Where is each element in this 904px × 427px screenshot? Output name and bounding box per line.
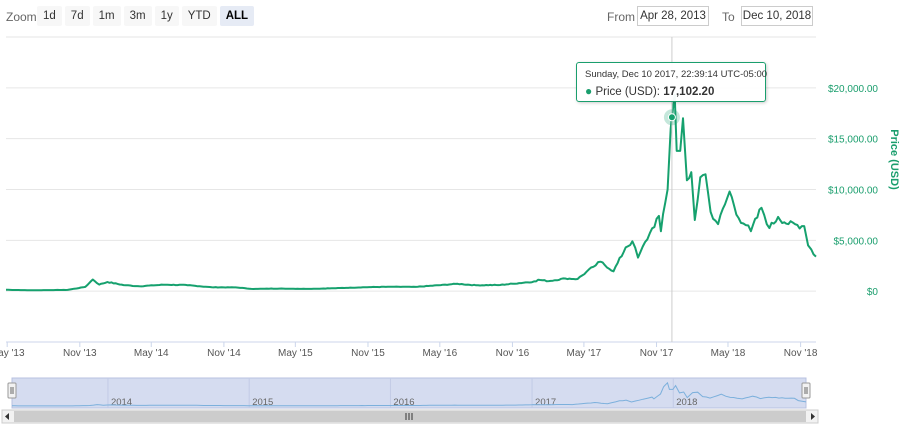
x-tick-label: Nov '16 [496, 348, 530, 359]
zoom-button-3m[interactable]: 3m [123, 6, 152, 26]
x-tick-label: Nov '13 [63, 348, 97, 359]
navigator-year-label: 2016 [393, 397, 414, 408]
y-tick-label: $5,000.00 [834, 236, 879, 247]
zoom-button-1m[interactable]: 1m [92, 6, 121, 26]
to-date-input[interactable] [741, 6, 813, 26]
navigator-year-label: 2015 [252, 397, 273, 408]
zoom-buttons: 1d 7d 1m 3m 1y YTD ALL [37, 6, 257, 26]
zoom-button-all[interactable]: ALL [219, 6, 255, 26]
x-tick-label: May '17 [567, 348, 602, 359]
x-tick-label: May '15 [278, 348, 313, 359]
price-series-line [6, 93, 817, 292]
x-tick-label: Nov '14 [207, 348, 241, 359]
handle-body [7, 382, 17, 399]
tooltip-date: Sunday, Dec 10 2017, 22:39:14 UTC-05:00 [585, 69, 768, 80]
zoom-button-ytd[interactable]: YTD [181, 6, 217, 26]
handle-body [801, 382, 811, 399]
x-tick-label: May '14 [134, 348, 169, 359]
from-label: From [607, 10, 635, 24]
tooltip-series-dot-icon: ● [585, 84, 593, 98]
tooltip-series-label: Price (USD): [595, 86, 660, 98]
scroll-left-arrow-icon [5, 413, 9, 420]
y-tick-label: $20,000.00 [828, 84, 878, 95]
x-tick-label: Nov '18 [784, 348, 818, 359]
x-tick-label: Nov '17 [640, 348, 674, 359]
navigator-year-label: 2014 [111, 397, 132, 408]
y-tick-label: $10,000.00 [828, 186, 878, 197]
x-tick-label: Nov '15 [351, 348, 385, 359]
x-tick-label: May '18 [711, 348, 746, 359]
x-tick-label: May '16 [422, 348, 457, 359]
y-axis-title: Price (USD) [888, 129, 900, 190]
navigator-left-handle[interactable] [7, 382, 17, 399]
highlight-point [667, 113, 676, 122]
zoom-button-7d[interactable]: 7d [64, 6, 90, 26]
x-tick-label: May '13 [0, 348, 25, 359]
navigator-year-label: 2018 [676, 397, 697, 408]
navigator-year-label: 2017 [535, 397, 556, 408]
scroll-right-arrow-icon [811, 413, 815, 420]
from-date-input[interactable] [637, 6, 709, 26]
to-label: To [722, 10, 735, 24]
zoom-button-1d[interactable]: 1d [37, 6, 62, 26]
zoom-label: Zoom [6, 10, 37, 24]
zoom-button-1y[interactable]: 1y [154, 6, 179, 26]
y-tick-label: $15,000.00 [828, 135, 878, 146]
navigator-scrollbar[interactable] [1, 409, 819, 424]
navigator-right-handle[interactable] [801, 382, 811, 399]
navigator-series-line [12, 381, 807, 407]
scrollbar-thumb [14, 411, 806, 422]
tooltip-value: 17,102.20 [663, 86, 715, 98]
y-tick-label: $0 [867, 287, 879, 298]
price-tooltip: Sunday, Dec 10 2017, 22:39:14 UTC-05:00 … [576, 62, 768, 102]
